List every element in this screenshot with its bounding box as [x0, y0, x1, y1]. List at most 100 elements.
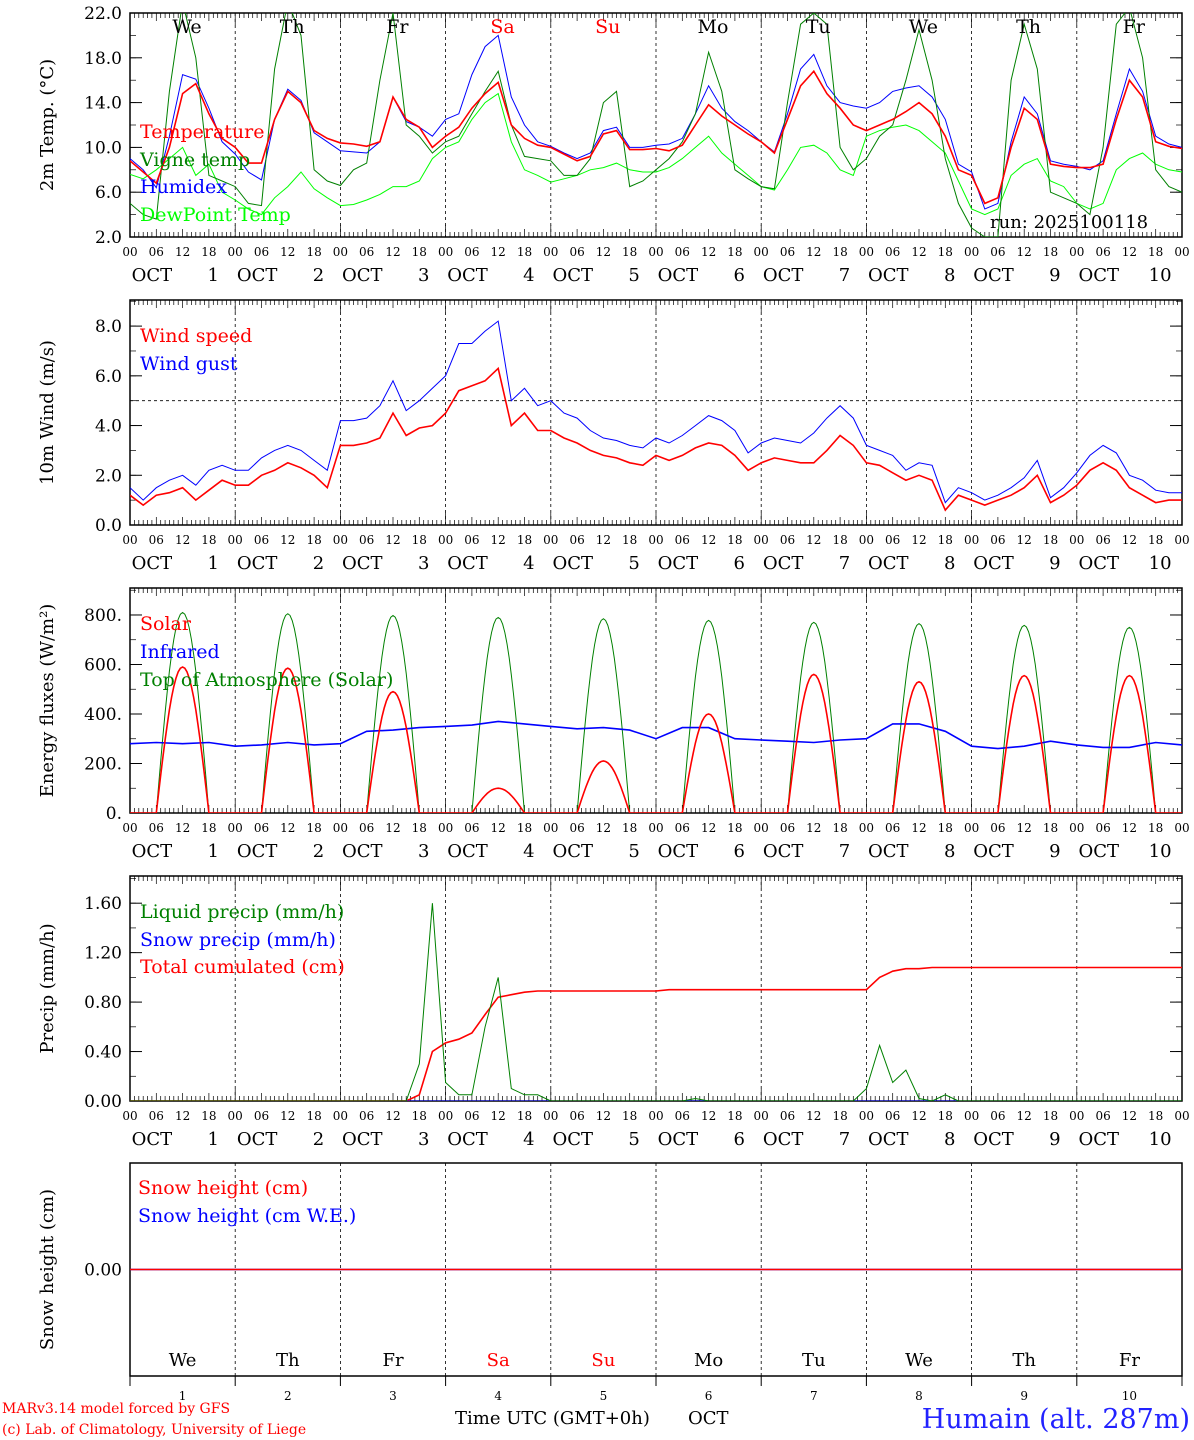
x-month-label: OCT [973, 553, 1014, 574]
x-hour-label: 12 [1122, 245, 1137, 259]
x-hour-label: 00 [333, 533, 348, 547]
x-day-label: 5 [628, 841, 639, 862]
x-hour-label: 00 [1069, 821, 1084, 835]
x-hour-label: 00 [648, 821, 663, 835]
x-hour-label: 12 [701, 1109, 716, 1123]
x-hour-label: 12 [491, 1109, 506, 1123]
x-hour-label: 06 [464, 533, 479, 547]
x-month-label: OCT [868, 1129, 909, 1150]
x-day-label: 8 [944, 1129, 955, 1150]
x-hour-label: 06 [1095, 1109, 1110, 1123]
x-day-label: 10 [1149, 841, 1172, 862]
x-hour-label: 12 [1122, 1109, 1137, 1123]
x-hour-label: 12 [806, 245, 821, 259]
x-day-label: 1 [208, 553, 219, 574]
y-tick-label: 6.0 [95, 367, 122, 387]
x-hour-label: 12 [701, 533, 716, 547]
legend-entry: Snow height (cm W.E.) [138, 1205, 356, 1227]
x-hour-label: 06 [1095, 533, 1110, 547]
x-hour-label: 00 [438, 245, 453, 259]
y-tick-label: 1.60 [84, 894, 122, 914]
x-hour-label: 00 [543, 245, 558, 259]
x-hour-label: 00 [648, 533, 663, 547]
x-hour-label: 06 [149, 533, 164, 547]
x-hour-label: 00 [122, 821, 137, 835]
y-tick-label: 0.0 [95, 516, 122, 536]
y-tick-label: 0.80 [84, 993, 122, 1013]
y-axis-title: Energy fluxes (W/m²) [37, 604, 58, 798]
x-hour-label: 06 [464, 245, 479, 259]
x-day-label: 9 [1049, 553, 1060, 574]
weekday-label: Fr [1123, 16, 1146, 38]
series-line-temperature [130, 69, 1182, 205]
x-month-label: OCT [132, 1129, 173, 1150]
x-hour-label: 06 [359, 821, 374, 835]
x-day-label: 4 [523, 265, 534, 286]
weekday-label: Th [1012, 1350, 1036, 1371]
weekday-label: We [169, 1350, 197, 1371]
x-hour-label: 06 [149, 821, 164, 835]
x-hour-label: 06 [675, 1109, 690, 1123]
x-day-label: 6 [734, 553, 745, 574]
day-number-label: 5 [600, 1389, 608, 1403]
weekday-label: Fr [1119, 1350, 1140, 1371]
y-tick-label: 800. [84, 606, 122, 626]
x-hour-label: 12 [701, 821, 716, 835]
x-month-label: OCT [868, 841, 909, 862]
legend-entry: Infrared [140, 641, 220, 663]
weekday-label: Tu [806, 16, 831, 38]
x-hour-label: 18 [832, 1109, 847, 1123]
y-tick-label: 18.0 [84, 49, 122, 69]
legend-entry: Snow precip (mm/h) [140, 929, 336, 951]
x-hour-label: 18 [727, 821, 742, 835]
x-hour-label: 06 [254, 533, 269, 547]
series-line-top-of-atmosphere-solar- [130, 611, 1182, 813]
x-hour-label: 12 [1017, 245, 1032, 259]
day-number-label: 8 [915, 1389, 923, 1403]
x-month-label: OCT [763, 265, 804, 286]
x-month-label: OCT [447, 553, 488, 574]
plot-frame [129, 299, 1183, 526]
x-month-label: OCT [342, 841, 383, 862]
panel-5: 0.00 Snow height (cm) Snow height (cm) Snow… [37, 1162, 1183, 1377]
x-hour-label: 18 [412, 533, 427, 547]
weekday-label: We [172, 16, 201, 38]
x-hour-label: 00 [859, 821, 874, 835]
x-day-label: 7 [839, 1129, 850, 1150]
run-annotation: run: 2025100118 [990, 212, 1148, 233]
x-month-label: OCT [868, 553, 909, 574]
x-day-label: 7 [839, 265, 850, 286]
x-hour-label: 06 [675, 245, 690, 259]
day-number-label: 9 [1020, 1389, 1028, 1403]
day-number-label: 6 [705, 1389, 713, 1403]
x-month-label: OCT [1078, 1129, 1119, 1150]
x-ticks [129, 13, 1183, 237]
x-month-label: OCT [342, 265, 383, 286]
x-hour-label: 06 [780, 1109, 795, 1123]
x-hour-label: 18 [622, 245, 637, 259]
x-hour-label: 00 [859, 1109, 874, 1123]
legend-entry: DewPoint Temp [140, 204, 291, 226]
x-hour-label: 18 [832, 245, 847, 259]
y-tick-label: 200. [84, 754, 122, 774]
x-month-label: OCT [132, 265, 173, 286]
x-hour-label: 18 [938, 245, 953, 259]
x-month-label: OCT [763, 1129, 804, 1150]
x-day-label: 4 [523, 553, 534, 574]
x-hour-label: 12 [1122, 821, 1137, 835]
x-hour-label: 00 [859, 533, 874, 547]
weekday-label: Tu [802, 1350, 826, 1371]
x-hour-label: 00 [228, 821, 243, 835]
x-hour-label: 06 [885, 245, 900, 259]
x-hour-label: 12 [385, 533, 400, 547]
x-hour-label: 06 [990, 533, 1005, 547]
x-month-label: OCT [342, 1129, 383, 1150]
x-hour-label: 00 [754, 533, 769, 547]
x-month-label: OCT [763, 553, 804, 574]
x-hour-label: 18 [727, 1109, 742, 1123]
x-hour-label: 06 [254, 821, 269, 835]
x-hour-label: 18 [938, 821, 953, 835]
x-month-label: OCT [868, 265, 909, 286]
